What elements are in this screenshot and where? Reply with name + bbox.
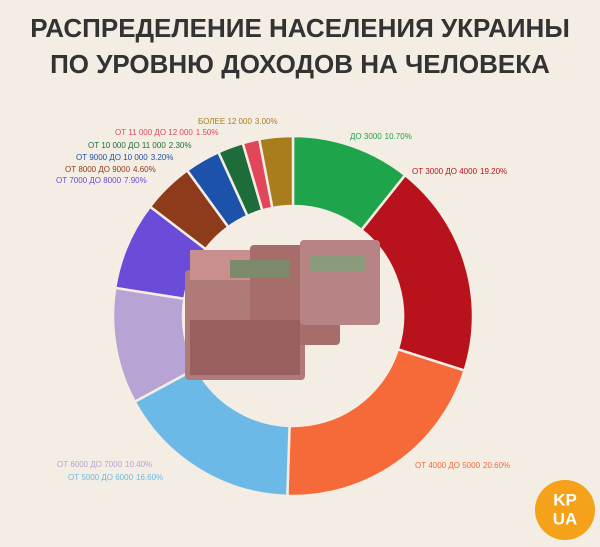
logo-text: UA [553,509,578,528]
value-label: 1.50% [196,128,219,137]
slice-label: ОТ 7000 ДО 8000 7.90% [56,176,147,185]
donut-slice [257,134,295,210]
category-label: ДО 3000 [350,132,382,141]
slice-label: ОТ 9000 ДО 10 000 3.20% [76,153,173,162]
category-label: ОТ 7000 ДО 8000 [56,176,122,185]
category-label: БОЛЕЕ 12 000 [198,117,252,126]
value-label: 16.60% [136,473,163,482]
slice-label: БОЛЕЕ 12 000 3.00% [198,117,278,126]
category-label: ОТ 8000 ДО 9000 [65,165,131,174]
value-label: 3.00% [255,117,278,126]
chart-title: ПО УРОВНЮ ДОХОДОВ НА ЧЕЛОВЕКА [50,49,550,79]
category-label: ОТ 5000 ДО 6000 [68,473,134,482]
slice-label: ОТ 6000 ДО 7000 10.40% [57,460,152,469]
slice-label: ОТ 3000 ДО 4000 19.20% [412,167,507,176]
logo: KP UA [535,480,595,540]
slice-label: ОТ 10 000 ДО 11 000 2.30% [88,141,191,150]
labels: ДО 3000 10.70% ОТ 3000 ДО 4000 19.20% ОТ 400… [56,117,510,482]
chart-title: РАСПРЕДЕЛЕНИЕ НАСЕЛЕНИЯ УКРАИНЫ [30,13,570,43]
value-label: 7.90% [124,176,147,185]
value-label: 10.40% [125,460,152,469]
value-label: 10.70% [385,132,412,141]
category-label: ОТ 11 000 ДО 12 000 [115,128,193,137]
category-label: ОТ 3000 ДО 4000 [412,167,478,176]
slice-label: ОТ 11 000 ДО 12 000 1.50% [115,128,218,137]
donut [111,134,475,498]
value-label: 20.60% [483,461,510,470]
category-label: ОТ 9000 ДО 10 000 [76,153,148,162]
value-label: 19.20% [480,167,507,176]
category-label: ОТ 6000 ДО 7000 [57,460,123,469]
logo-text: KP [553,490,577,509]
value-label: 2.30% [169,141,192,150]
category-label: ОТ 10 000 ДО 11 000 [88,141,166,150]
slice-label: ОТ 5000 ДО 6000 16.60% [68,473,163,482]
slice-label: ОТ 8000 ДО 9000 4.60% [65,165,156,174]
value-label: 4.60% [133,165,156,174]
slice-label: ДО 3000 10.70% [350,132,412,141]
category-label: ОТ 4000 ДО 5000 [415,461,481,470]
slice-label: ОТ 4000 ДО 5000 20.60% [415,461,510,470]
money-image [185,240,380,380]
value-label: 3.20% [151,153,174,162]
logo-badge [535,480,595,540]
